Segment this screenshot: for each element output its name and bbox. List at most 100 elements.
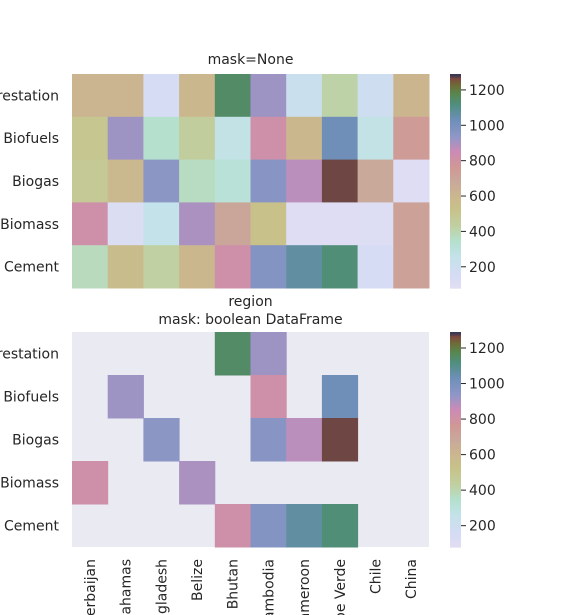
heatmap-cell-biomass-cape-verde (321, 202, 359, 246)
colorbar-segment (450, 471, 461, 475)
colorbar-segment (450, 409, 461, 412)
colorbar-segment (450, 161, 461, 164)
colorbar-segment (450, 175, 461, 179)
heatmap-cell-biofuels-cameroon (286, 116, 323, 161)
colorbar-segment (450, 279, 461, 282)
colorbar-segment (450, 270, 461, 273)
colorbar-segment (450, 387, 461, 390)
heatmap-cell-cement-belize (179, 245, 216, 289)
heatmap-cell-biomass-bhutan (214, 202, 251, 246)
colorbar-segment (450, 200, 461, 203)
heatmap-cell-afforestation-cameroon (286, 74, 323, 118)
colorbar-segment (450, 348, 461, 351)
colorbar-segment (450, 518, 461, 521)
colorbar-segment (450, 104, 461, 107)
colorbar-segment (450, 366, 461, 369)
heatmap-cell-biomass-azerbaijan (72, 202, 109, 246)
colorbar-segment (450, 362, 461, 365)
colorbar-segment (450, 378, 461, 381)
colorbar-segment (450, 391, 461, 394)
colorbar-segment (450, 376, 461, 380)
heatmap-cell-biomass-china (393, 202, 430, 246)
heatmap-cell-afforestation-cape-verde (321, 74, 359, 118)
colorbar-segment (450, 496, 461, 500)
heatmap-cell-cement-china (393, 245, 430, 289)
colorbar-segment (450, 351, 461, 355)
colorbar-segment (450, 143, 461, 146)
colorbar-segment (450, 357, 461, 360)
colorbar-segment (450, 401, 461, 405)
heatmap-cell-biogas-cape-verde (321, 159, 359, 203)
colorbar-segment (450, 211, 461, 214)
heatmap-cell-biogas-cameroon (286, 159, 323, 203)
colorbar-segment (450, 116, 461, 120)
heatmap-cell-cement-bhutan (214, 245, 251, 289)
colorbar-segment (450, 188, 461, 191)
heatmap-cell-afforestation-chile (357, 74, 394, 118)
heatmap-cell-cement-bahamas (107, 245, 144, 289)
colorbar-segment (450, 202, 461, 205)
colorbar-segment (450, 453, 461, 457)
heatmap-cell-biomass-cameroon (286, 202, 323, 246)
colorbar-segment (450, 207, 461, 211)
colorbar-segment (450, 214, 461, 218)
colorbar-tick-label-600: 600 (469, 189, 496, 205)
colorbar-segment (450, 181, 461, 184)
colorbar-segment (450, 93, 461, 96)
colorbar-segment (450, 271, 461, 275)
colorbar-segment (450, 380, 461, 383)
colorbar-segment (450, 538, 461, 541)
colorbar-segment (450, 109, 461, 113)
heatmap-cell-cement-cameroon (286, 245, 323, 289)
colorbar-segment (450, 344, 461, 347)
colorbar-segment (450, 136, 461, 139)
colorbar-segment (450, 84, 461, 88)
colorbar-segment (450, 398, 461, 401)
heatmap-cell-afforestation-bahamas (107, 74, 144, 118)
colorbar-segment (450, 342, 461, 346)
colorbar-segment (450, 218, 461, 221)
colorbar-segment (450, 156, 461, 159)
heatmap-cell-biogas-bhutan (214, 159, 251, 203)
chart-title-line-2: mask: boolean DataFrame (158, 312, 342, 328)
colorbar-segment (450, 77, 461, 80)
colorbar-segment (450, 473, 461, 476)
colorbar-segment (450, 403, 461, 407)
y-tick-label-afforestation: Afforestation (0, 88, 59, 104)
colorbar-segment (450, 236, 461, 239)
heatmap-cell-biogas-azerbaijan (72, 159, 109, 203)
heatmap-cell-afforestation-cambodia (250, 74, 287, 118)
colorbar-segment (450, 193, 461, 196)
colorbar-segment (450, 383, 461, 387)
colorbar: 200 400 600 800 1000 1200 (450, 74, 505, 289)
colorbar-segment (450, 282, 461, 286)
heatmap-cell-afforestation-azerbaijan (72, 74, 109, 118)
colorbar-segment (450, 75, 461, 79)
colorbar-segment (450, 189, 461, 193)
colorbar-segment (450, 257, 461, 261)
colorbar-segment (450, 425, 461, 428)
heatmap-cell-afforestation-china (393, 74, 430, 118)
colorbar-segment (450, 511, 461, 514)
heatmap-cell-cement-bhutan (214, 504, 251, 548)
colorbar-segment (450, 115, 461, 118)
colorbar-segment (450, 254, 461, 257)
colorbar-segment (450, 147, 461, 150)
colorbar-segment (450, 405, 461, 408)
colorbar-segment (450, 482, 461, 485)
colorbar-segment (450, 79, 461, 82)
colorbar-segment (450, 195, 461, 198)
heatmap-cell-afforestation-bhutan (214, 332, 251, 376)
colorbar-segment (450, 371, 461, 374)
chart-title: mask=None (208, 52, 294, 68)
colorbar-segment (450, 123, 461, 127)
heatmap-cell-biogas-chile (357, 159, 394, 203)
heatmap-cell-biomass-bangladesh (143, 202, 180, 246)
colorbar-segment (450, 88, 461, 91)
colorbar-segment (450, 335, 461, 338)
colorbar-segment (450, 131, 461, 134)
heatmap-cell-biomass-belize (179, 461, 216, 505)
colorbar-segment (450, 444, 461, 448)
colorbar-segment (450, 204, 461, 207)
